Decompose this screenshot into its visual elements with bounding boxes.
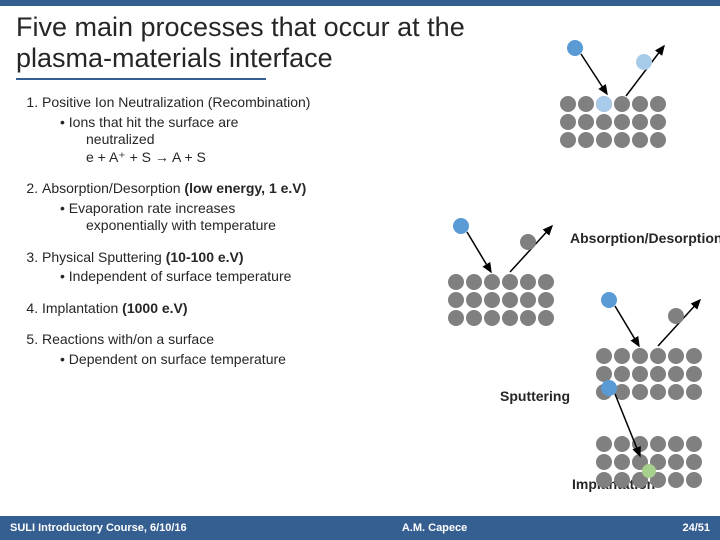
title-underline bbox=[16, 78, 266, 80]
item2-sub1: Evaporation rate increases exponentially… bbox=[60, 200, 396, 235]
item1-sub1: Ions that hit the surface are neutralize… bbox=[60, 114, 396, 167]
item-recombination: Positive Ion Neutralization (Recombinati… bbox=[42, 94, 396, 166]
diagram-recombination bbox=[555, 36, 671, 154]
item-sputtering: Physical Sputtering (10-100 e.V) Indepen… bbox=[42, 249, 396, 286]
item3-text-b: (10-100 e.V) bbox=[166, 249, 244, 265]
item2-text-b: (low energy, 1 e.V) bbox=[184, 180, 306, 196]
item5-sub: Dependent on surface temperature bbox=[42, 351, 396, 369]
item2-text-a: Absorption/Desorption bbox=[42, 180, 184, 196]
item4-text-a: Implantation bbox=[42, 300, 122, 316]
item-implantation: Implantation (1000 e.V) bbox=[42, 300, 396, 318]
title-line-2: plasma-materials interface bbox=[16, 43, 333, 73]
label-sputtering: Sputtering bbox=[500, 388, 570, 404]
item-absorption: Absorption/Desorption (low energy, 1 e.V… bbox=[42, 180, 396, 235]
item1-sub: Ions that hit the surface are neutralize… bbox=[42, 114, 396, 167]
process-list: Positive Ion Neutralization (Recombinati… bbox=[16, 94, 396, 368]
title-line-1: Five main processes that occur at the bbox=[16, 12, 465, 42]
item3-sub: Independent of surface temperature bbox=[42, 268, 396, 286]
item2-sub: Evaporation rate increases exponentially… bbox=[42, 200, 396, 235]
footer-left: SULI Introductory Course, 6/10/16 bbox=[10, 522, 187, 534]
item3-sub1: Independent of surface temperature bbox=[60, 268, 396, 286]
diagram-implantation bbox=[591, 376, 707, 494]
item-reactions: Reactions with/on a surface Dependent on… bbox=[42, 331, 396, 368]
footer-bar: SULI Introductory Course, 6/10/16 A.M. C… bbox=[0, 516, 720, 540]
item5-sub1: Dependent on surface temperature bbox=[60, 351, 396, 369]
footer-center: A.M. Capece bbox=[402, 522, 467, 534]
label-absorption: Absorption/Desorption bbox=[570, 230, 720, 246]
item3-text-a: Physical Sputtering bbox=[42, 249, 166, 265]
item4-text-b: (1000 e.V) bbox=[122, 300, 187, 316]
item1-text: Positive Ion Neutralization (Recombinati… bbox=[42, 94, 310, 110]
footer-right: 24/51 bbox=[682, 522, 710, 534]
item5-text: Reactions with/on a surface bbox=[42, 331, 214, 347]
diagram-absorption bbox=[443, 214, 559, 332]
